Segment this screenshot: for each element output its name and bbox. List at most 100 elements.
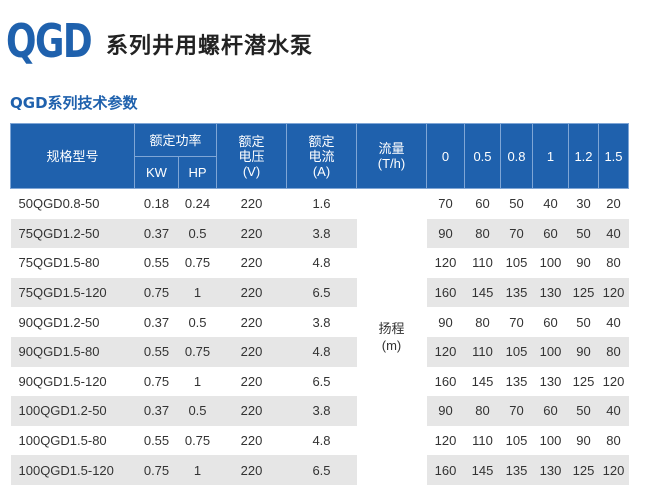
cell-head-value: 30 [576,196,591,212]
cell-kw: 0.37 [143,314,170,330]
page-header: QGD 系列井用螺杆潜水泵 [6,4,313,64]
flow-value-header: 0 [426,123,465,189]
cell-head-value: 70 [500,396,533,426]
cell-head-value: 135 [505,373,528,389]
cell-head-value: 110 [472,255,493,271]
cell-head-value: 145 [471,373,494,389]
flow-value-header: 1.2 [568,123,599,189]
table-row: 90QGD1.2-50 0.37 0.5 220 3.8 90 80 70 60 50 40 [11,307,629,337]
cell-current: 3.8 [312,314,331,330]
cell-hp: 0.5 [178,218,217,249]
cell-current: 4.8 [312,255,331,271]
cell-head-value: 110 [472,433,493,449]
cell-head-value: 135 [500,277,533,308]
cell-head-value: 50 [576,314,591,330]
cell-current: 6.5 [286,277,357,308]
brand-logo: QGD [6,14,93,68]
cell-current: 3.8 [286,218,357,249]
col-flow-header: 流量 (T/h) [356,123,427,189]
cell-head-value: 145 [464,455,501,485]
cell-head-value: 120 [598,277,629,308]
table-row: 75QGD1.5-80 0.55 0.75 220 4.8 120 110 105 100 90 8… [11,248,629,278]
cell-head-value: 80 [475,314,490,330]
cell-head-value: 120 [598,455,629,485]
cell-voltage: 220 [216,218,287,249]
cell-current: 4.8 [312,433,331,449]
head-label: 扬程 (m) [356,188,427,485]
cell-head-value: 60 [532,396,569,426]
cell-voltage: 220 [240,196,263,212]
cell-current: 6.5 [312,373,331,389]
cell-head-value: 105 [505,433,528,449]
cell-head-value: 80 [598,336,629,367]
cell-hp: 0.5 [188,314,207,330]
cell-head-value: 40 [598,396,629,426]
col-power-header: 额定功率 [134,123,217,157]
cell-head-value: 135 [500,455,533,485]
cell-head-value: 100 [539,433,562,449]
cell-hp: 0.75 [184,255,211,271]
table-row: 90QGD1.5-80 0.55 0.75 220 4.8 120 110 105 100 90 8… [10,336,629,367]
table-row: 75QGD1.2-50 0.37 0.5 220 3.8 90 80 70 60 50 40 [10,218,629,249]
table-body: 50QGD0.8-50 0.18 0.24 220 1.6 扬程 (m) 70 60 50 40 3… [10,188,629,485]
cell-hp: 1 [178,455,217,485]
table-row: 100QGD1.5-80 0.55 0.75 220 4.8 120 110 105 100 90… [11,426,629,456]
cell-voltage: 220 [240,314,263,330]
cell-head-value: 160 [426,455,465,485]
cell-hp: 1 [193,373,202,389]
col-model-header: 规格型号 [10,123,135,189]
cell-head-value: 50 [509,196,524,212]
table-row: 100QGD1.2-50 0.37 0.5 220 3.8 90 80 70 60 50 40 [10,396,629,426]
cell-kw: 0.75 [134,455,179,485]
cell-head-value: 50 [568,218,599,249]
cell-model: 75QGD1.5-120 [10,277,135,308]
cell-head-value: 80 [606,255,621,271]
cell-head-value: 160 [434,373,457,389]
cell-head-value: 90 [576,255,591,271]
cell-head-value: 120 [602,373,625,389]
cell-kw: 0.75 [143,373,170,389]
cell-current: 1.6 [312,196,331,212]
cell-model: 90QGD1.2-50 [18,314,100,330]
cell-kw: 0.55 [143,255,170,271]
table-row: 75QGD1.5-120 0.75 1 220 6.5 160 145 135 130 125 12… [10,277,629,308]
cell-head-value: 125 [568,455,599,485]
flow-value-header: 0.8 [500,123,533,189]
cell-head-value: 70 [500,218,533,249]
col-current-header: 额定 电流 (A) [286,123,357,189]
cell-head-value: 40 [606,314,621,330]
flow-value-header: 0.5 [464,123,501,189]
cell-head-value: 70 [509,314,524,330]
cell-voltage: 220 [216,336,287,367]
cell-head-value: 90 [426,396,465,426]
cell-head-value: 60 [532,218,569,249]
cell-head-value: 110 [464,336,501,367]
spec-table: 规格型号 额定功率 额定 电压 (V) 额定 电流 (A) 流量 (T/h) 0… [10,123,629,485]
cell-model: 75QGD1.2-50 [10,218,135,249]
cell-voltage: 220 [240,433,263,449]
cell-head-value: 100 [539,255,562,271]
cell-current: 4.8 [286,336,357,367]
flow-value-header: 1 [532,123,569,189]
cell-kw: 0.75 [134,277,179,308]
flow-value-header: 1.5 [598,123,629,189]
cell-head-value: 90 [576,433,591,449]
cell-head-value: 125 [568,277,599,308]
table-row: 50QGD0.8-50 0.18 0.24 220 1.6 扬程 (m) 70 60 50 40 3… [11,188,629,485]
cell-head-value: 120 [434,255,457,271]
cell-head-value: 145 [464,277,501,308]
col-hp-header: HP [178,156,217,189]
cell-head-value: 20 [606,196,621,212]
cell-head-value: 130 [539,373,562,389]
cell-head-value: 100 [532,336,569,367]
cell-head-value: 105 [505,255,528,271]
cell-head-value: 125 [572,373,595,389]
cell-kw: 0.37 [134,218,179,249]
cell-head-value: 40 [543,196,558,212]
page-title: 系列井用螺杆潜水泵 [106,34,314,59]
cell-hp: 0.75 [184,433,211,449]
cell-head-value: 80 [464,396,501,426]
cell-head-value: 50 [568,396,599,426]
cell-head-value: 105 [500,336,533,367]
cell-head-value: 120 [426,336,465,367]
